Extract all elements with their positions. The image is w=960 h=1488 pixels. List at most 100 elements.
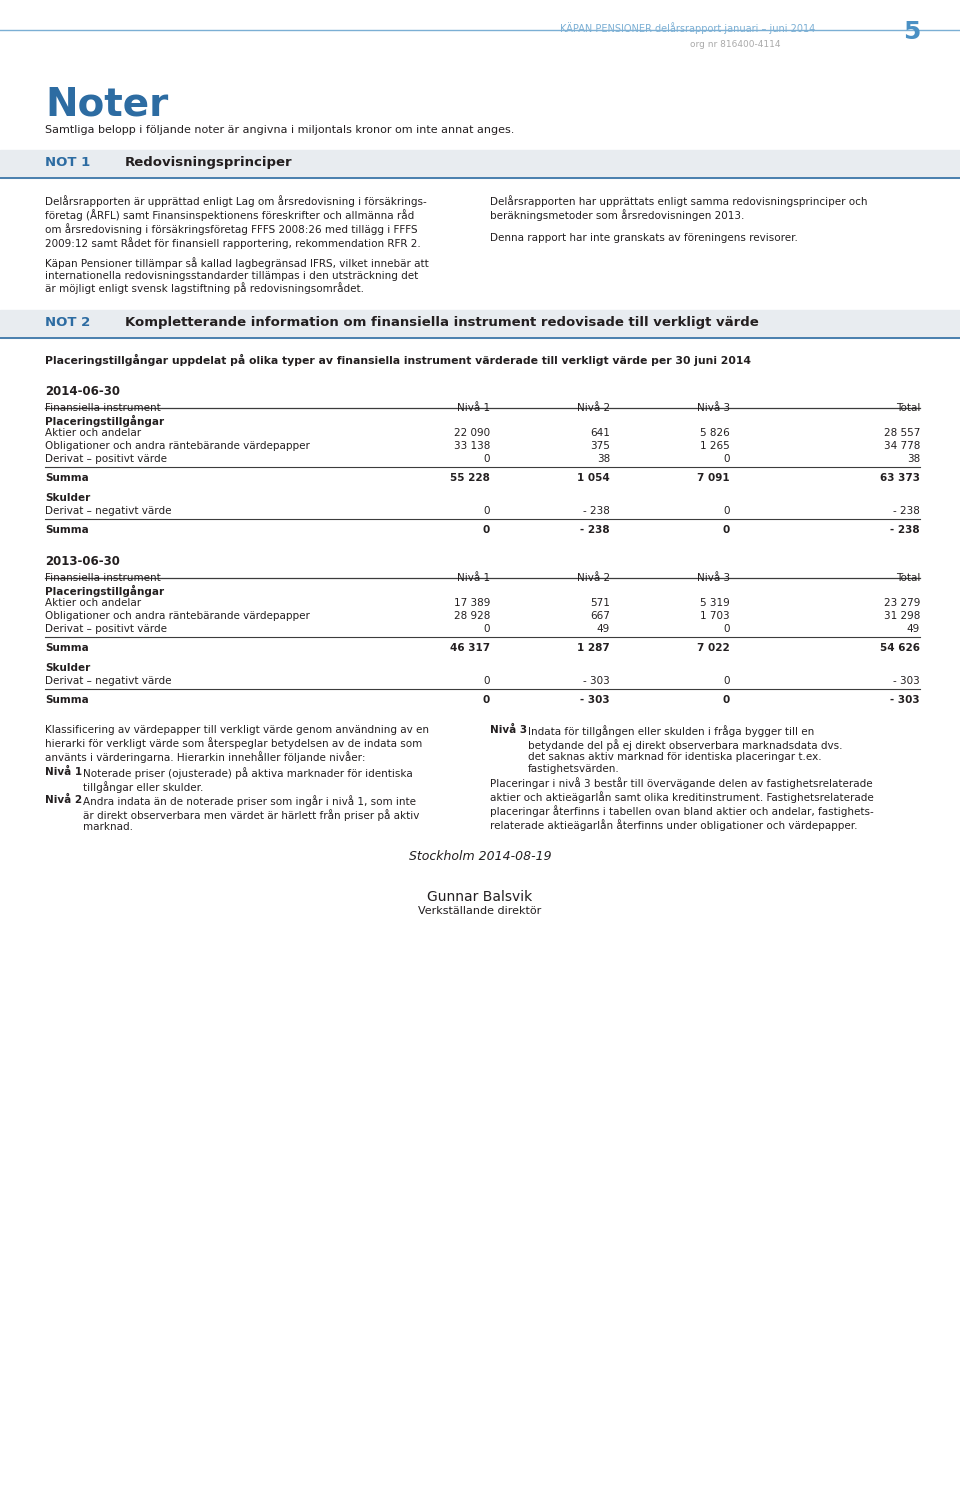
Bar	[0, 150, 960, 179]
Text: Aktier och andelar: Aktier och andelar	[45, 429, 141, 437]
Text: Derivat – positivt värde: Derivat – positivt värde	[45, 623, 167, 634]
Text: Finansiella instrument: Finansiella instrument	[45, 403, 160, 414]
Text: 49: 49	[907, 623, 920, 634]
Text: Total: Total	[896, 403, 920, 414]
Text: Derivat – negativt värde: Derivat – negativt värde	[45, 676, 172, 686]
Text: 31 298: 31 298	[883, 612, 920, 620]
Text: Finansiella instrument: Finansiella instrument	[45, 573, 160, 583]
Text: Klassificering av värdepapper till verkligt värde genom användning av en
hierark: Klassificering av värdepapper till verkl…	[45, 725, 429, 763]
Text: 2013-06-30: 2013-06-30	[45, 555, 120, 568]
Text: Summa: Summa	[45, 525, 88, 536]
Text: 667: 667	[590, 612, 610, 620]
Text: NOT 2: NOT 2	[45, 315, 90, 329]
Text: 28 557: 28 557	[883, 429, 920, 437]
Text: 0: 0	[484, 623, 490, 634]
Text: Andra indata än de noterade priser som ingår i nivå 1, som inte
är direkt observ: Andra indata än de noterade priser som i…	[83, 795, 420, 832]
Text: Delårsrapporten har upprättats enligt samma redovisningsprinciper och
beräknings: Delårsrapporten har upprättats enligt sa…	[490, 195, 868, 220]
Text: Derivat – positivt värde: Derivat – positivt värde	[45, 454, 167, 464]
Text: 375: 375	[590, 440, 610, 451]
Text: 0: 0	[724, 454, 730, 464]
Text: Gunnar Balsvik: Gunnar Balsvik	[427, 890, 533, 905]
Text: Nivå 2: Nivå 2	[577, 573, 610, 583]
Text: - 303: - 303	[581, 695, 610, 705]
Text: 49: 49	[597, 623, 610, 634]
Text: Placeringstillgångar: Placeringstillgångar	[45, 585, 164, 597]
Text: 1 287: 1 287	[577, 643, 610, 653]
Text: Placeringar i nivå 3 består till övervägande delen av fastighetsrelaterade
aktie: Placeringar i nivå 3 består till överväg…	[490, 777, 874, 830]
Text: - 238: - 238	[581, 525, 610, 536]
Text: 5 826: 5 826	[700, 429, 730, 437]
Text: 0: 0	[484, 676, 490, 686]
Text: Käpan Pensioner tillämpar så kallad lagbegränsad IFRS, vilket innebär att
intern: Käpan Pensioner tillämpar så kallad lagb…	[45, 257, 429, 295]
Text: Placeringstillgångar uppdelat på olika typer av finansiella instrument värderade: Placeringstillgångar uppdelat på olika t…	[45, 354, 751, 366]
Text: - 303: - 303	[893, 676, 920, 686]
Text: 5 319: 5 319	[700, 598, 730, 609]
Text: Indata för tillgången eller skulden i fråga bygger till en
betydande del på ej d: Indata för tillgången eller skulden i fr…	[528, 725, 843, 774]
Text: 0: 0	[724, 506, 730, 516]
Text: 38: 38	[597, 454, 610, 464]
Text: Delårsrapporten är upprättad enligt Lag om årsredovisning i försäkrings-
företag: Delårsrapporten är upprättad enligt Lag …	[45, 195, 427, 248]
Text: Total: Total	[896, 573, 920, 583]
Text: Nivå 1: Nivå 1	[457, 403, 490, 414]
Text: 0: 0	[723, 525, 730, 536]
Text: Stockholm 2014-08-19: Stockholm 2014-08-19	[409, 850, 551, 863]
Text: Redovisningsprinciper: Redovisningsprinciper	[125, 156, 293, 170]
Text: 0: 0	[724, 676, 730, 686]
Text: Noter: Noter	[45, 85, 168, 124]
Text: Skulder: Skulder	[45, 664, 90, 673]
Text: 1 703: 1 703	[701, 612, 730, 620]
Text: Aktier och andelar: Aktier och andelar	[45, 598, 141, 609]
Text: - 238: - 238	[583, 506, 610, 516]
Text: 17 389: 17 389	[454, 598, 490, 609]
Text: Samtliga belopp i följande noter är angivna i miljontals kronor om inte annat an: Samtliga belopp i följande noter är angi…	[45, 125, 515, 135]
Text: Nivå 3: Nivå 3	[697, 573, 730, 583]
Text: Summa: Summa	[45, 643, 88, 653]
Text: org nr 816400-4114: org nr 816400-4114	[690, 40, 780, 49]
Text: Noterade priser (ojusterade) på aktiva marknader för identiska
tillgångar eller : Noterade priser (ojusterade) på aktiva m…	[83, 766, 413, 793]
Text: 28 928: 28 928	[454, 612, 490, 620]
Text: Obligationer och andra räntebärande värdepapper: Obligationer och andra räntebärande värd…	[45, 440, 310, 451]
Bar	[0, 310, 960, 338]
Text: Nivå 2: Nivå 2	[45, 795, 83, 805]
Text: 0: 0	[484, 506, 490, 516]
Text: NOT 1: NOT 1	[45, 156, 90, 170]
Text: Placeringstillgångar: Placeringstillgångar	[45, 415, 164, 427]
Text: 641: 641	[590, 429, 610, 437]
Text: Denna rapport har inte granskats av föreningens revisorer.: Denna rapport har inte granskats av före…	[490, 234, 798, 243]
Text: 0: 0	[483, 525, 490, 536]
Text: Nivå 3: Nivå 3	[697, 403, 730, 414]
Text: 0: 0	[483, 695, 490, 705]
Text: 7 022: 7 022	[697, 643, 730, 653]
Text: Nivå 2: Nivå 2	[577, 403, 610, 414]
Text: 38: 38	[907, 454, 920, 464]
Text: 22 090: 22 090	[454, 429, 490, 437]
Text: 0: 0	[723, 695, 730, 705]
Text: 1 054: 1 054	[577, 473, 610, 484]
Text: 55 228: 55 228	[450, 473, 490, 484]
Text: Obligationer och andra räntebärande värdepapper: Obligationer och andra räntebärande värd…	[45, 612, 310, 620]
Text: 0: 0	[724, 623, 730, 634]
Text: - 238: - 238	[893, 506, 920, 516]
Text: 23 279: 23 279	[883, 598, 920, 609]
Text: KÄPAN PENSIONER delårsrapport januari – juni 2014: KÄPAN PENSIONER delårsrapport januari – …	[560, 22, 815, 34]
Text: 63 373: 63 373	[880, 473, 920, 484]
Text: 2014-06-30: 2014-06-30	[45, 385, 120, 397]
Text: Derivat – negativt värde: Derivat – negativt värde	[45, 506, 172, 516]
Text: - 303: - 303	[890, 695, 920, 705]
Text: Verkställande direktör: Verkställande direktör	[419, 906, 541, 917]
Text: 571: 571	[590, 598, 610, 609]
Text: Nivå 1: Nivå 1	[457, 573, 490, 583]
Text: 1 265: 1 265	[700, 440, 730, 451]
Text: - 303: - 303	[584, 676, 610, 686]
Text: Kompletterande information om finansiella instrument redovisade till verkligt vä: Kompletterande information om finansiell…	[125, 315, 758, 329]
Text: 46 317: 46 317	[450, 643, 490, 653]
Text: 33 138: 33 138	[454, 440, 490, 451]
Text: Summa: Summa	[45, 473, 88, 484]
Text: Nivå 1: Nivå 1	[45, 766, 83, 777]
Text: 0: 0	[484, 454, 490, 464]
Text: - 238: - 238	[890, 525, 920, 536]
Text: Summa: Summa	[45, 695, 88, 705]
Text: Skulder: Skulder	[45, 493, 90, 503]
Text: 54 626: 54 626	[880, 643, 920, 653]
Text: 7 091: 7 091	[697, 473, 730, 484]
